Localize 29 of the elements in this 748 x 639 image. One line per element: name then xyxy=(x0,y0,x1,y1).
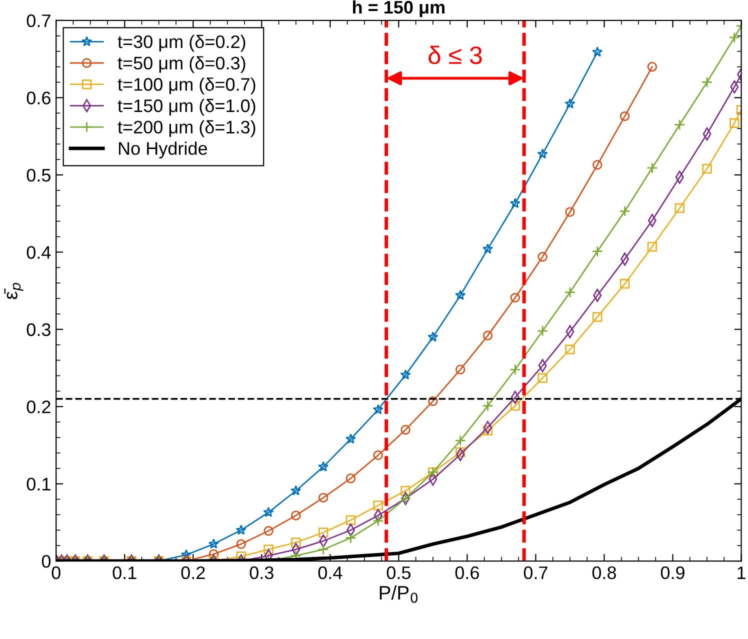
chart-title: h = 150 μm xyxy=(353,0,444,18)
y-tick-label: 0.6 xyxy=(26,92,50,104)
y-tick-label: 0.3 xyxy=(26,323,50,336)
y-tick-label: 0 xyxy=(42,554,51,568)
x-tick-label: 0.9 xyxy=(660,566,684,580)
legend-label: No Hydride xyxy=(118,142,207,158)
legend-label: t=30 μm (δ=0.2) xyxy=(118,34,246,52)
y-axis-title: ε̄$_{p}$ xyxy=(4,282,24,300)
legend-label: t=50 μm (δ=0.3) xyxy=(118,56,246,74)
x-tick-label: 0.7 xyxy=(524,566,548,580)
x-tick-label: 0.3 xyxy=(250,566,274,580)
y-tick-label: 0.7 xyxy=(26,14,50,28)
annotation: δ ≤ 3 xyxy=(428,46,482,64)
legend-label: t=100 μm (δ=0.7) xyxy=(118,78,256,94)
x-tick-label: 0.8 xyxy=(592,566,616,580)
x-tick-label: 1 xyxy=(738,566,746,579)
y-tick-label: 0.2 xyxy=(26,400,50,414)
x-tick-label: 0.2 xyxy=(181,566,205,580)
y-tick-label: 0.5 xyxy=(26,168,50,182)
x-axis-title: P/P$_{0}$ xyxy=(380,585,418,603)
y-tick-label: 0.1 xyxy=(26,478,50,491)
y-tick-label: 0.4 xyxy=(26,246,51,259)
legend-label: t=200 μm (δ=1.3) xyxy=(118,120,256,138)
x-tick-label: 0.4 xyxy=(318,566,342,580)
x-tick-label: 0 xyxy=(52,566,60,580)
legend-label: t=150 μm (δ=1.0) xyxy=(118,98,256,116)
x-tick-label: 0.5 xyxy=(386,566,410,580)
x-tick-label: 0.1 xyxy=(112,566,136,580)
x-tick-label: 0.6 xyxy=(455,566,479,580)
